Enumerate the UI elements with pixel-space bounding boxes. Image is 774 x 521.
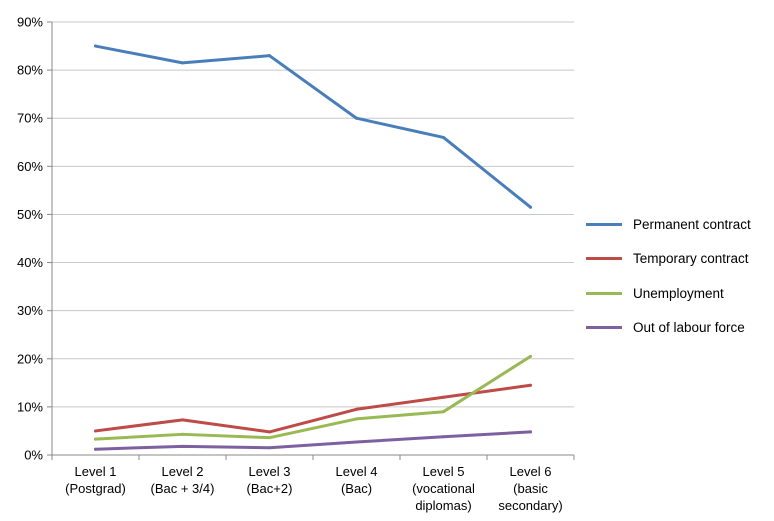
x-tick-label: Level 4 (Bac) bbox=[336, 464, 378, 496]
data-point bbox=[355, 407, 358, 411]
data-point bbox=[181, 444, 184, 448]
y-tick-label: 60% bbox=[17, 159, 43, 174]
data-point bbox=[94, 429, 97, 433]
series-line bbox=[94, 383, 532, 434]
data-point bbox=[529, 383, 532, 387]
legend-swatch bbox=[586, 326, 622, 329]
data-point bbox=[529, 205, 532, 209]
data-point bbox=[355, 440, 358, 444]
y-tick-label: 70% bbox=[17, 111, 43, 126]
x-tick-label: Level 6 (basic secondary) bbox=[498, 464, 562, 513]
x-tick-label: Level 5 (vocational diplomas) bbox=[412, 464, 475, 513]
y-tick-label: 10% bbox=[17, 399, 43, 414]
data-point bbox=[529, 430, 532, 434]
data-point bbox=[442, 135, 445, 139]
legend-swatch bbox=[586, 222, 622, 226]
data-point bbox=[355, 116, 358, 120]
x-axis-tick-labels: Level 1 (Postgrad) Level 2 (Bac + 3/4) Level… bbox=[51, 455, 575, 513]
data-point bbox=[442, 435, 445, 439]
data-point bbox=[442, 395, 445, 399]
data-point bbox=[94, 44, 97, 48]
legend-swatch bbox=[586, 257, 622, 260]
legend-item: Unemployment bbox=[586, 281, 772, 305]
series-line bbox=[94, 430, 532, 451]
data-point bbox=[94, 437, 97, 441]
legend-item: Out of labour force bbox=[586, 316, 772, 340]
y-tick-label: 80% bbox=[17, 63, 43, 78]
y-tick-label: 30% bbox=[17, 303, 43, 318]
data-point bbox=[355, 417, 358, 421]
y-tick-label: 40% bbox=[17, 255, 43, 270]
data-point bbox=[268, 54, 271, 58]
y-tick-label: 0% bbox=[24, 448, 43, 463]
x-tick-label: Level 1 (Postgrad) bbox=[65, 464, 126, 496]
y-tick-label: 90% bbox=[17, 15, 43, 30]
gridlines bbox=[52, 21, 574, 408]
data-point bbox=[529, 354, 532, 358]
legend-item: Temporary contract bbox=[586, 247, 772, 271]
legend-swatch bbox=[586, 291, 622, 295]
legend-label: Temporary contract bbox=[633, 251, 749, 266]
data-point bbox=[181, 61, 184, 65]
legend-label: Unemployment bbox=[633, 285, 724, 301]
series-line bbox=[94, 354, 532, 441]
data-point bbox=[268, 446, 271, 450]
data-point bbox=[94, 447, 97, 451]
legend-label: Out of labour force bbox=[633, 320, 745, 335]
data-point bbox=[268, 430, 271, 434]
y-tick-label: 20% bbox=[17, 351, 43, 366]
legend-item: Permanent contract bbox=[586, 212, 772, 236]
legend-label: Permanent contract bbox=[633, 216, 751, 232]
legend: Permanent contract Temporary contract Unem… bbox=[586, 212, 772, 350]
x-tick-label: Level 2 (Bac + 3/4) bbox=[151, 464, 215, 496]
x-tick-label: Level 3 (Bac+2) bbox=[247, 464, 293, 496]
series-lines bbox=[94, 44, 532, 451]
y-axis-ticks: 0% 10% 20% 30% 40% 50% 60% 70% 80% 90% bbox=[17, 15, 52, 463]
series-line bbox=[94, 44, 532, 209]
data-point bbox=[268, 436, 271, 440]
data-point bbox=[181, 418, 184, 422]
data-point bbox=[442, 410, 445, 414]
y-tick-label: 50% bbox=[17, 207, 43, 222]
data-point bbox=[181, 432, 184, 436]
